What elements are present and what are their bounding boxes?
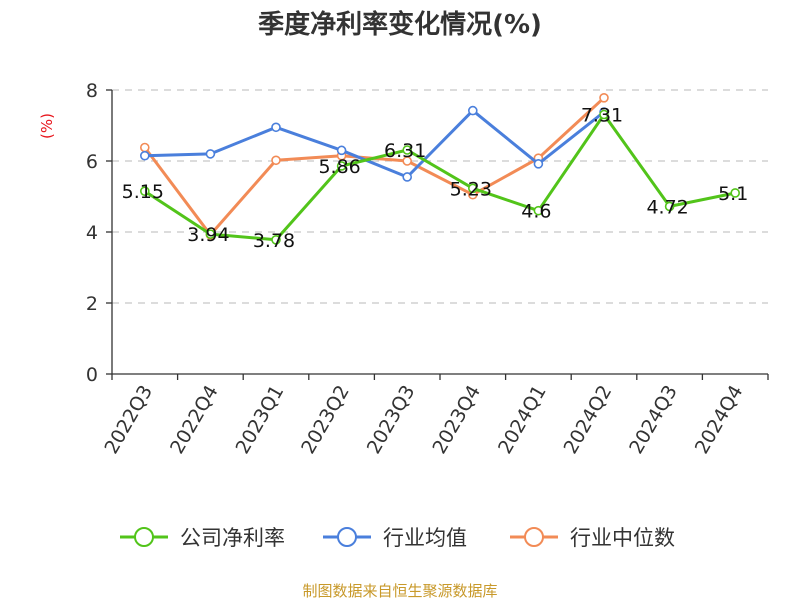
y-tick-label: 0 bbox=[86, 364, 98, 386]
x-tick-label: 2023Q3 bbox=[363, 382, 420, 458]
y-tick-label: 4 bbox=[86, 222, 98, 244]
x-tick-label: 2023Q1 bbox=[232, 382, 289, 458]
data-point bbox=[467, 183, 478, 194]
data-point bbox=[599, 109, 609, 120]
data-point bbox=[205, 149, 216, 159]
data-point bbox=[402, 172, 413, 182]
data-label: 3.78 bbox=[253, 230, 295, 252]
data-point bbox=[271, 155, 281, 166]
data-point bbox=[140, 150, 150, 161]
data-label: 3.94 bbox=[187, 224, 229, 246]
axes: 0 2 4 6 8 2022Q3 2022Q4 2023Q1 2023Q2 2023Q3 2023Q… bbox=[86, 80, 769, 458]
data-point bbox=[140, 142, 150, 153]
data-point bbox=[402, 145, 413, 155]
data-point bbox=[140, 186, 150, 196]
chart-title: 季度净利率变化情况(%) bbox=[258, 9, 542, 40]
legend-swatch-marker bbox=[337, 527, 357, 547]
x-tick-label: 2023Q2 bbox=[297, 382, 354, 458]
data-point bbox=[402, 156, 413, 166]
legend-label: 行业均值 bbox=[383, 526, 467, 550]
x-tick-label: 2022Q4 bbox=[166, 382, 223, 458]
series-line bbox=[143, 113, 736, 242]
legend-swatch-marker bbox=[524, 527, 544, 547]
data-label: 4.6 bbox=[521, 201, 551, 223]
series-0 bbox=[140, 109, 741, 245]
data-point bbox=[533, 205, 544, 216]
x-tick-label: 2024Q4 bbox=[691, 382, 748, 458]
data-label: 5.86 bbox=[318, 156, 360, 178]
legend-item-1: 行业均值 bbox=[323, 526, 467, 550]
x-tick-label: 2024Q1 bbox=[494, 382, 551, 458]
data-label: 6.31 bbox=[384, 140, 426, 162]
grid-lines bbox=[112, 89, 768, 304]
data-point bbox=[730, 188, 741, 198]
data-label: 5.1 bbox=[718, 183, 748, 205]
legend-label: 公司净利率 bbox=[180, 526, 285, 550]
data-source-note: 制图数据来自恒生聚源数据库 bbox=[302, 582, 497, 600]
data-point bbox=[664, 201, 675, 212]
x-tick-label: 2023Q4 bbox=[428, 382, 485, 458]
data-label: 4.72 bbox=[646, 196, 688, 218]
x-tick-label: 2024Q2 bbox=[560, 382, 617, 458]
legend: 公司净利率 行业均值 行业中位数 bbox=[120, 526, 675, 550]
legend-item-0: 公司净利率 bbox=[120, 526, 285, 550]
series-1 bbox=[140, 105, 609, 182]
y-tick-label: 2 bbox=[86, 293, 98, 315]
y-tick-label: 8 bbox=[86, 80, 98, 102]
data-point bbox=[336, 161, 347, 171]
series-lines bbox=[140, 93, 741, 245]
series-line bbox=[144, 109, 605, 179]
data-point bbox=[271, 235, 281, 245]
data-point bbox=[271, 122, 281, 133]
data-label: 5.15 bbox=[122, 181, 164, 203]
y-axis-label: (%) bbox=[38, 113, 56, 139]
data-point bbox=[467, 105, 478, 116]
data-point bbox=[599, 93, 609, 103]
legend-label: 行业中位数 bbox=[570, 526, 675, 550]
legend-swatch-marker bbox=[134, 527, 154, 547]
x-tick-label: 2022Q3 bbox=[100, 382, 157, 458]
data-label: 7.31 bbox=[581, 104, 623, 126]
data-point bbox=[205, 229, 216, 239]
x-tick-label: 2024Q3 bbox=[625, 382, 682, 458]
data-point bbox=[533, 159, 544, 169]
data-point bbox=[336, 145, 347, 156]
legend-item-2: 行业中位数 bbox=[510, 526, 675, 550]
data-labels: 5.15 3.94 3.78 5.86 6.31 5.23 4.6 7.31 4.72 5.1 bbox=[122, 104, 749, 251]
y-tick-label: 6 bbox=[86, 151, 98, 173]
data-label: 5.23 bbox=[450, 178, 492, 200]
